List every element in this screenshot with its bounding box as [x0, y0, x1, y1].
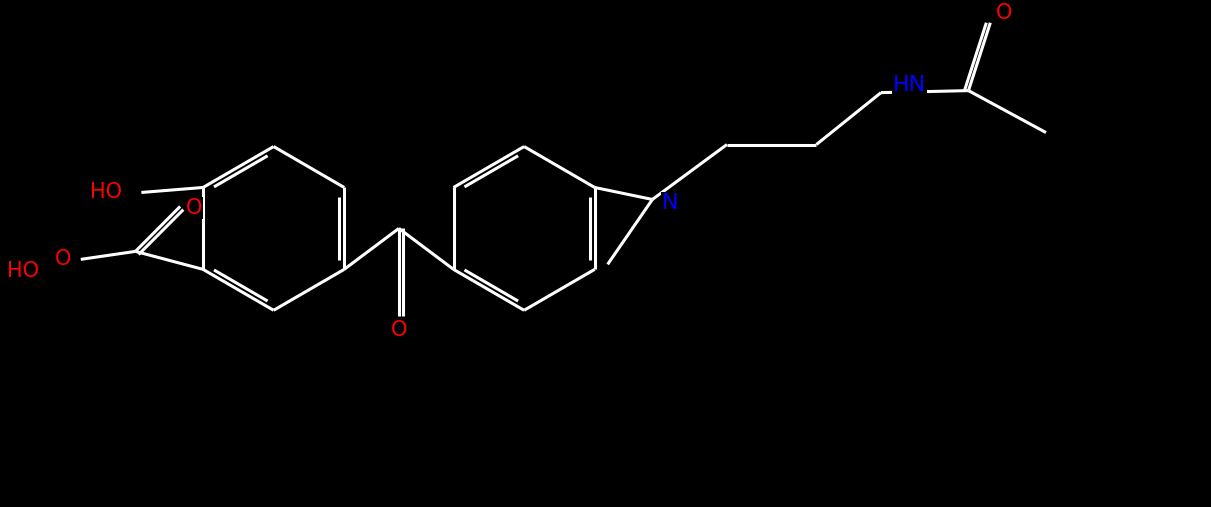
Text: HN: HN: [893, 75, 926, 95]
Text: O: O: [391, 320, 407, 340]
Text: O: O: [186, 198, 202, 219]
Text: N: N: [662, 194, 679, 213]
Text: HO: HO: [7, 261, 39, 281]
Text: O: O: [54, 249, 71, 269]
Text: HO: HO: [90, 183, 121, 202]
Text: O: O: [997, 3, 1012, 23]
